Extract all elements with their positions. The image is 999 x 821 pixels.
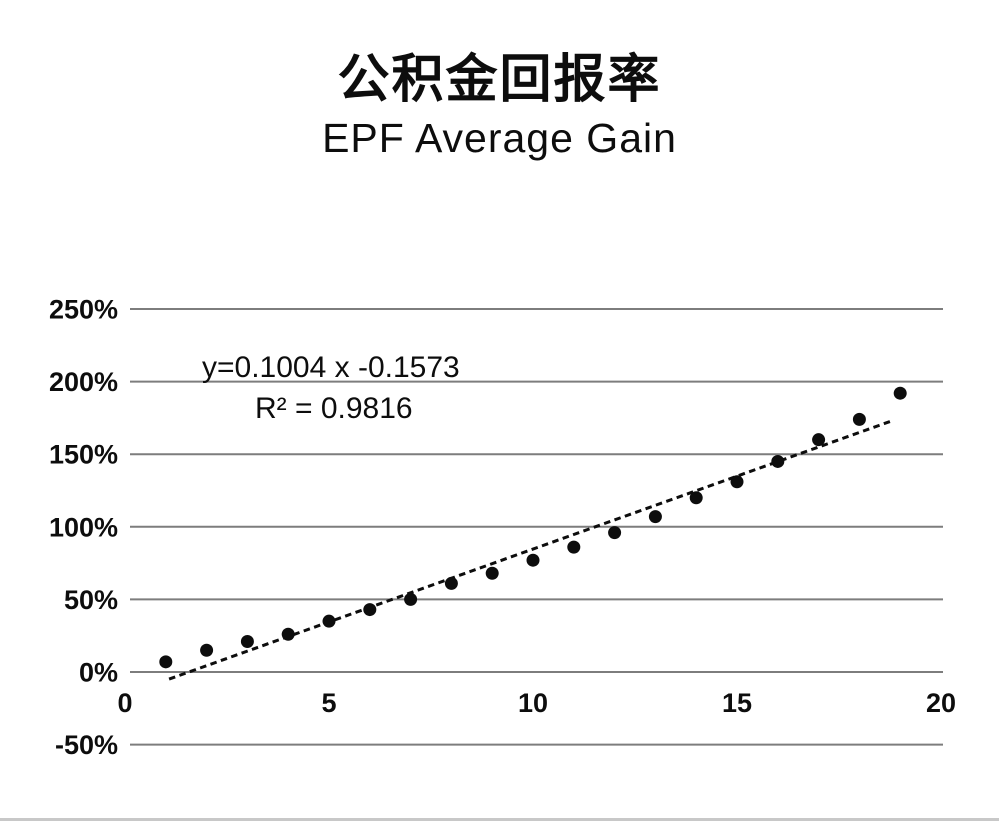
data-point (200, 643, 214, 657)
data-point (812, 433, 826, 447)
data-point (730, 475, 744, 489)
data-point (240, 635, 254, 649)
trend-line (168, 418, 895, 681)
y-axis-tick-label: 0% (79, 658, 118, 688)
chart-title: 公积金回报率 (337, 51, 662, 109)
data-point (689, 491, 703, 505)
data-point (444, 576, 458, 590)
data-point (363, 603, 377, 617)
x-axis-tick-label: 5 (321, 688, 336, 718)
data-point (404, 592, 418, 606)
data-point (485, 566, 499, 580)
data-point (648, 510, 662, 524)
x-axis-tick-label: 10 (518, 688, 548, 718)
data-point (567, 540, 581, 554)
data-point (322, 614, 336, 628)
data-point (159, 655, 173, 669)
data-point (852, 412, 866, 426)
x-axis-tick-label: 20 (926, 688, 956, 718)
r-squared-label: R² = 0.9816 (255, 392, 413, 425)
data-point (771, 454, 785, 468)
bottom-divider (0, 818, 999, 821)
y-axis-tick-label: 250% (49, 295, 118, 325)
data-point (893, 386, 907, 400)
y-axis-tick-label: -50% (55, 730, 118, 760)
data-point (526, 553, 540, 567)
data-point (608, 526, 622, 540)
x-axis-tick-label: 15 (722, 688, 752, 718)
y-axis-tick-label: 100% (49, 512, 118, 542)
y-axis-tick-label: 200% (49, 367, 118, 397)
data-point (281, 627, 295, 641)
chart-subtitle: EPF Average Gain (322, 115, 677, 161)
y-axis-tick-label: 150% (49, 440, 118, 470)
trendline-equation-label: y=0.1004 x -0.1573 (202, 351, 460, 384)
x-axis-tick-label: 0 (117, 688, 132, 718)
y-axis-tick-label: 50% (64, 585, 118, 615)
